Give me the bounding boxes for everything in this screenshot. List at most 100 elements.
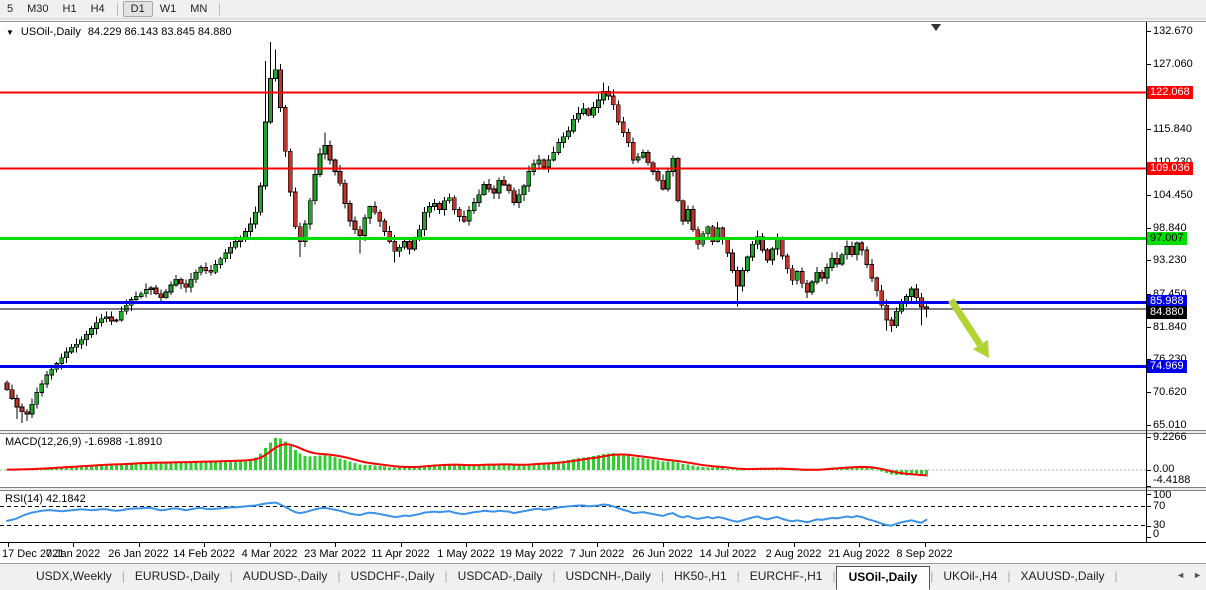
chart-shift-marker-icon [931, 24, 941, 31]
timeframe-button-m30[interactable]: M30 [27, 3, 49, 15]
price-level-badge: 85.988 [1147, 294, 1187, 308]
timeframe-button-5[interactable]: 5 [7, 3, 14, 15]
rsi-axis-label: 30 [1153, 519, 1166, 531]
price-level-badge: 97.007 [1147, 231, 1187, 245]
macd-axis-label: -4.4188 [1153, 474, 1191, 486]
price-level-badge: 122.068 [1147, 86, 1193, 100]
macd-axis-label: 9.2266 [1153, 431, 1187, 443]
rsi-axis-label: 70 [1153, 500, 1166, 512]
chart-tab-eurchf-h1[interactable]: EURCHF-,H1 [749, 569, 823, 583]
chart-tab-xauusd-daily[interactable]: XAUUSD-,Daily [1020, 569, 1105, 583]
chart-tab-usdchf-daily[interactable]: USDCHF-,Daily [350, 569, 435, 583]
date-axis-label: 19 May 2022 [499, 548, 564, 560]
chart-collapse-icon[interactable]: ▼ [6, 27, 14, 37]
macd-signal-line [6, 443, 927, 477]
date-axis-tick [728, 543, 729, 547]
price-axis-tick [1146, 359, 1151, 361]
date-axis-tick [793, 543, 795, 547]
chart-symbol-period: USOil-,Daily [20, 26, 81, 38]
tab-separator: | [660, 569, 664, 583]
macd-axis-tick [1146, 437, 1151, 438]
timeframe-button-h4[interactable]: H4 [90, 3, 105, 15]
price-axis-tick [1146, 260, 1151, 262]
timeframe-button-w1[interactable]: W1 [159, 3, 177, 15]
date-axis-label: 7 Jun 2022 [569, 548, 625, 560]
down-arrow-head[interactable] [972, 339, 989, 358]
chart-ohlc-values: 84.229 86.143 83.845 84.880 [87, 26, 232, 38]
date-axis-label: 8 Sep 2022 [896, 548, 953, 560]
date-axis-label: 14 Jul 2022 [699, 548, 757, 560]
tab-scroll-left-icon[interactable]: ◄ [1176, 570, 1186, 580]
price-axis-tick [1146, 326, 1151, 328]
chart-tab-usdcnh-daily[interactable]: USDCNH-,Daily [565, 569, 651, 583]
panel-splitter[interactable] [0, 487, 1206, 491]
date-axis-tick [73, 543, 74, 547]
date-axis-tick [466, 543, 467, 547]
chart-tab-ukoil-h4[interactable]: UKOil-,H4 [943, 569, 998, 583]
price-axis-label: 98.840 [1153, 221, 1187, 234]
tab-separator: | [1007, 569, 1011, 583]
tab-separator: | [337, 569, 341, 583]
date-axis-label: 21 Aug 2022 [828, 548, 890, 560]
macd-axis-tick [1146, 486, 1151, 487]
rsi-line [6, 501, 928, 527]
date-axis-tick [597, 543, 598, 547]
panel-splitter[interactable] [0, 430, 1206, 434]
date-axis-tick [138, 543, 140, 547]
candles-layer [4, 41, 929, 423]
timeframe-toolbar: 5 M30 H1 H4 D1 W1 MN [0, 0, 1206, 19]
tab-separator: | [121, 569, 125, 583]
price-axis-label: 132.670 [1153, 25, 1193, 37]
toolbar-separator [116, 2, 118, 16]
macd-histogram [5, 438, 928, 477]
chart-title: ▼ USOil-,Daily 84.229 86.143 83.845 84.8… [6, 26, 232, 38]
rsi-axis-tick [1146, 525, 1151, 527]
price-axis-tick [1146, 31, 1151, 32]
date-axis-tick [7, 543, 9, 547]
down-arrow-annotation[interactable] [948, 298, 983, 347]
price-level-badge: 74.969 [1147, 360, 1187, 374]
price-axis-tick [1146, 293, 1151, 295]
price-axis-tick [1146, 195, 1151, 197]
window-border [0, 18, 1206, 22]
date-axis-tick [924, 543, 926, 547]
date-axis-label: 2 Aug 2022 [765, 548, 822, 560]
price-axis-tick [1146, 63, 1151, 65]
tab-separator: | [444, 569, 448, 583]
chart-tab-usoil-daily[interactable]: USOil-,Daily [835, 566, 931, 590]
tab-separator: | [229, 569, 233, 583]
timeframe-button-h1[interactable]: H1 [62, 3, 77, 15]
timeframe-button-mn[interactable]: MN [190, 3, 208, 15]
chart-tab-usdcad-daily[interactable]: USDCAD-,Daily [457, 569, 543, 583]
rsi-axis-tick [1146, 494, 1151, 495]
tab-scroll-right-icon[interactable]: ► [1193, 570, 1202, 580]
chart-tab-hk50-h1[interactable]: HK50-,H1 [673, 569, 727, 583]
chart-tab-bar: USDX,Weekly | EURUSD-,Daily | AUDUSD-,Daily |… [0, 563, 1206, 590]
toolbar-separator [219, 2, 221, 16]
price-level-badge: 84.880 [1147, 306, 1187, 320]
macd-axis-label: 0.00 [1153, 463, 1175, 475]
rsi-axis-label: 0 [1153, 528, 1160, 540]
chart-tabs: USDX,Weekly | EURUSD-,Daily | AUDUSD-,Daily |… [0, 566, 1118, 590]
rsi-axis-label: 100 [1153, 489, 1172, 501]
timeframe-button-d1[interactable]: D1 [122, 1, 153, 17]
price-axis-tick [1146, 424, 1151, 426]
chart-tab-eurusd-daily[interactable]: EURUSD-,Daily [134, 569, 220, 583]
chart-tab-audusd-daily[interactable]: AUDUSD-,Daily [242, 569, 328, 583]
price-axis-label: 70.620 [1153, 385, 1187, 398]
date-axis-label: 26 Jan 2022 [108, 548, 169, 560]
tab-separator: | [552, 569, 556, 583]
chart-tab-usdx-weekly[interactable]: USDX,Weekly [36, 569, 112, 583]
date-axis-label: 7 Jan 2022 [45, 548, 101, 560]
price-axis-tick [1146, 391, 1151, 393]
date-axis-tick [662, 543, 664, 547]
rsi-axis-tick [1146, 506, 1151, 508]
date-axis-tick [204, 543, 205, 547]
date-axis-label: 14 Feb 2022 [173, 548, 235, 560]
date-axis-label: 1 May 2022 [437, 548, 495, 560]
date-axis-label: 11 Apr 2022 [371, 548, 430, 560]
date-axis-label: 23 Mar 2022 [304, 548, 366, 560]
date-axis-border [0, 542, 1206, 543]
